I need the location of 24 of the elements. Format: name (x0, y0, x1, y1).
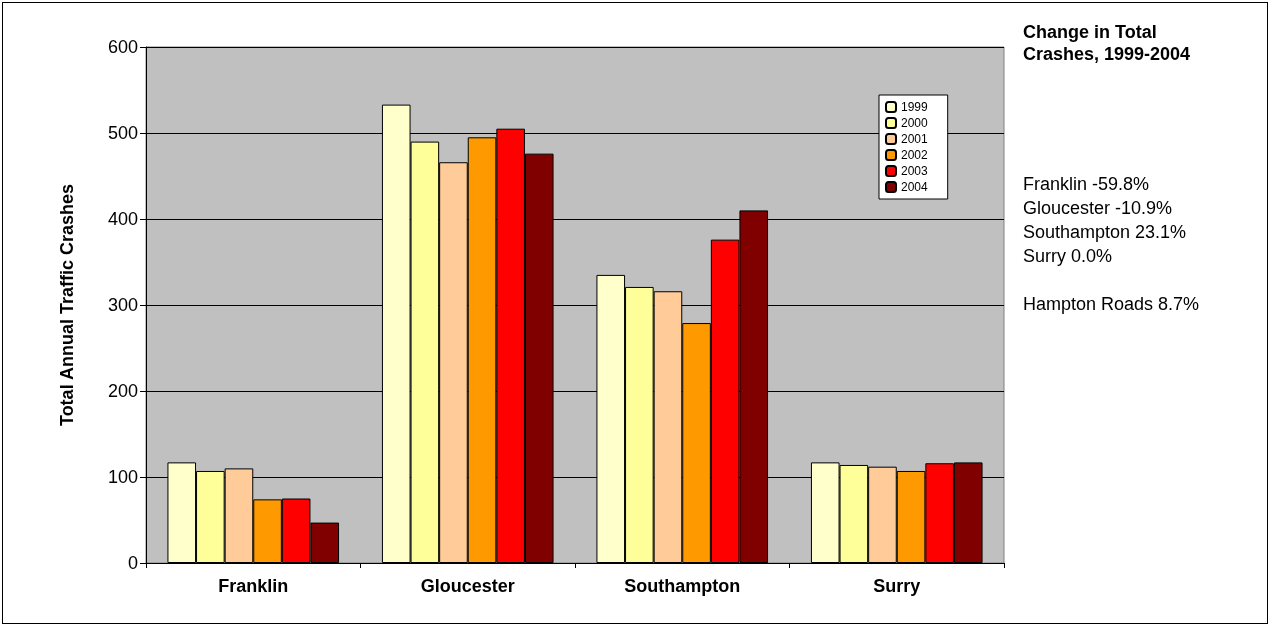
y-axis-title: Total Annual Traffic Crashes (57, 183, 77, 427)
y-tick-label: 0 (127, 553, 138, 573)
x-tick-label: Gloucester (420, 576, 515, 596)
text: Southampton 23.1% (1023, 222, 1187, 242)
legend-label: 2003 (901, 164, 929, 178)
y-tick-label: 600 (107, 37, 138, 57)
text: Franklin -59.8% (1023, 174, 1150, 194)
text: Change in Total Crashes, 1999-2004 (1023, 22, 1191, 64)
x-tick-label: Surry (873, 576, 921, 596)
text: Surry 0.0% (1023, 246, 1113, 266)
text: Hampton Roads 8.7% (1023, 294, 1200, 314)
y-tick-label: 400 (107, 209, 138, 229)
legend-label: 2004 (901, 180, 929, 194)
y-tick-label: 300 (107, 295, 138, 315)
legend-label: 2000 (901, 116, 929, 130)
y-tick-label: 200 (107, 381, 138, 401)
y-tick-label: 500 (107, 123, 138, 143)
legend-label: 2002 (901, 148, 929, 162)
x-tick-label: Southampton (624, 576, 741, 596)
text: Gloucester -10.9% (1023, 198, 1173, 218)
legend-label: 1999 (901, 100, 929, 114)
legend-label: 2001 (901, 132, 929, 146)
y-tick-label: 100 (107, 467, 138, 487)
x-tick-label: Franklin (218, 576, 289, 596)
